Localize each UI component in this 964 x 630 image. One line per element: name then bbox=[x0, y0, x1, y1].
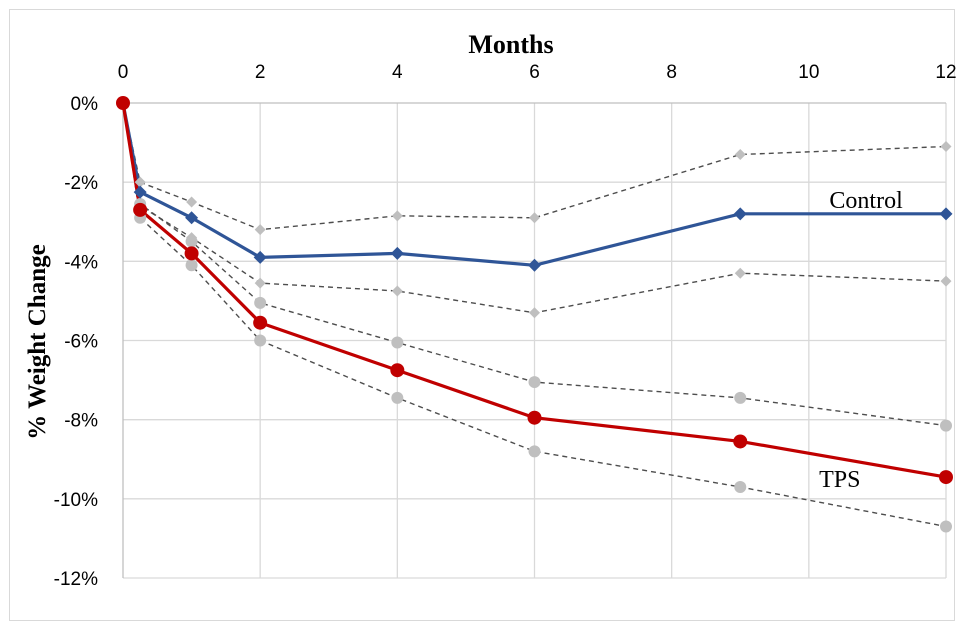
comparison-data-point bbox=[734, 391, 747, 404]
y-axis-title: % Weight Change bbox=[24, 244, 51, 439]
tps-data-point bbox=[733, 434, 748, 449]
control-data-point bbox=[253, 250, 267, 264]
y-tick-label: -10% bbox=[54, 490, 98, 511]
series-annotations: Control TPS bbox=[819, 188, 903, 493]
tps-data-point bbox=[184, 246, 199, 261]
x-tick-label: 2 bbox=[255, 62, 266, 83]
y-tick-label: -6% bbox=[64, 332, 98, 353]
comparison-series-line bbox=[122, 102, 947, 528]
comparison-data-point bbox=[940, 275, 952, 287]
comparison-series-line bbox=[122, 102, 947, 314]
comparison-data-point bbox=[528, 445, 541, 458]
series-markers bbox=[116, 96, 953, 533]
comparison-data-point bbox=[940, 520, 952, 533]
comparison-data-point bbox=[254, 224, 266, 236]
comparison-data-point bbox=[391, 285, 403, 297]
y-tick-label: -12% bbox=[54, 569, 98, 590]
x-axis-title: Months bbox=[468, 30, 553, 59]
comparison-data-point bbox=[254, 277, 266, 289]
tps-series-line bbox=[121, 102, 947, 479]
series-lines bbox=[121, 102, 947, 528]
comparison-data-point bbox=[940, 419, 952, 432]
comparison-data-point bbox=[186, 196, 198, 208]
gridlines bbox=[123, 103, 947, 579]
comparison-data-point bbox=[529, 212, 540, 224]
x-tick-label: 4 bbox=[392, 62, 403, 83]
comparison-data-point bbox=[940, 141, 952, 153]
control-data-point bbox=[939, 207, 953, 221]
tps-data-point bbox=[116, 96, 130, 110]
control-data-point bbox=[185, 211, 199, 225]
tps-data-point bbox=[253, 315, 268, 330]
tps-data-point bbox=[390, 363, 405, 378]
comparison-data-point bbox=[185, 259, 198, 272]
comparison-data-point bbox=[528, 376, 541, 389]
comparison-data-point bbox=[254, 296, 267, 309]
control-series-line bbox=[121, 102, 946, 267]
comparison-data-point bbox=[391, 210, 403, 222]
chart-frame bbox=[9, 9, 955, 621]
tps-data-point bbox=[527, 410, 542, 425]
comparison-data-point bbox=[734, 267, 746, 279]
tps-data-point bbox=[939, 470, 953, 485]
tps-data-point bbox=[133, 202, 148, 217]
control-data-point bbox=[133, 185, 147, 199]
axes bbox=[122, 102, 946, 578]
control-data-point bbox=[390, 246, 404, 260]
y-tick-label: -2% bbox=[64, 173, 98, 194]
comparison-series-line bbox=[122, 102, 947, 427]
control-data-point bbox=[733, 207, 747, 221]
comparison-data-point bbox=[391, 391, 404, 404]
comparison-series-line bbox=[122, 102, 947, 231]
y-tick-label: 0% bbox=[71, 94, 99, 115]
control-data-point bbox=[528, 258, 541, 272]
series-annotation: Control bbox=[829, 188, 903, 214]
comparison-data-point bbox=[529, 307, 540, 319]
x-tick-label: 10 bbox=[798, 62, 819, 83]
y-tick-label: -4% bbox=[64, 252, 98, 273]
x-tick-label: 0 bbox=[118, 62, 129, 83]
tick-labels: 0 2 4 6 8 10 12 0% -2% -4% -6% -8% -10% -12% bbox=[54, 62, 957, 590]
comparison-data-point bbox=[134, 176, 146, 188]
comparison-data-point bbox=[185, 235, 198, 248]
comparison-data-point bbox=[391, 336, 404, 349]
comparison-data-point bbox=[254, 334, 267, 347]
series-annotation: TPS bbox=[819, 467, 860, 493]
x-tick-label: 8 bbox=[666, 62, 677, 83]
comparison-data-point bbox=[734, 148, 746, 160]
x-tick-label: 12 bbox=[935, 62, 956, 83]
comparison-data-point bbox=[734, 480, 747, 493]
x-tick-label: 6 bbox=[529, 62, 540, 83]
y-tick-label: -8% bbox=[64, 411, 98, 432]
